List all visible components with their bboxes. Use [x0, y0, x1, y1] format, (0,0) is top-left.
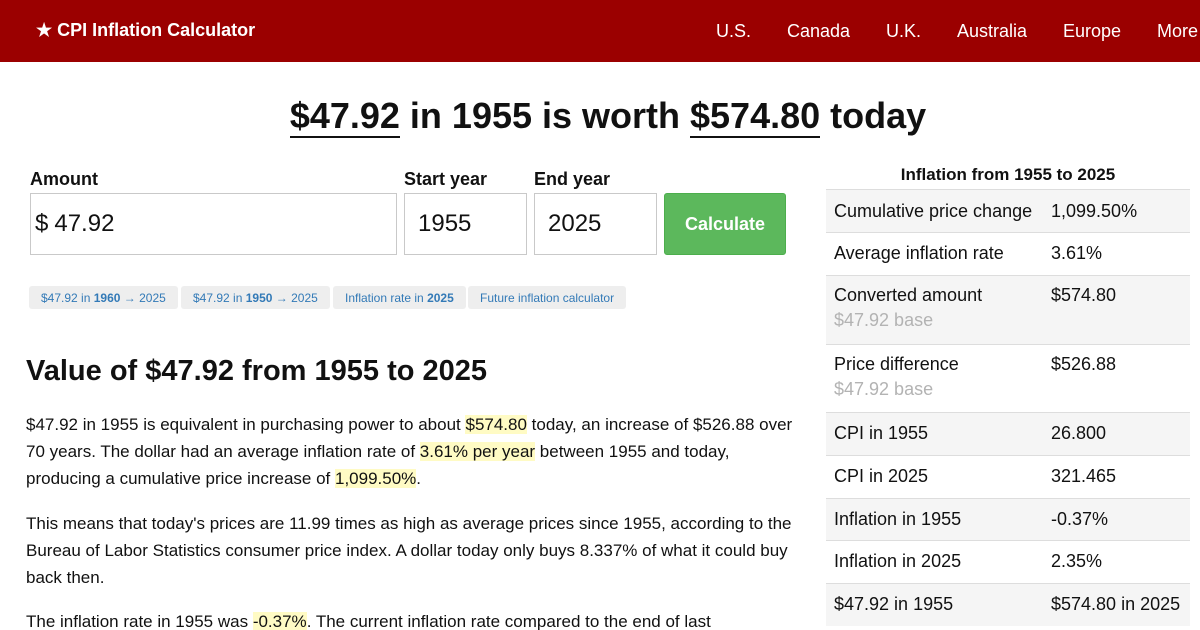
row-label-text: Converted amount [834, 285, 983, 305]
row-label: Price difference $47.92 base [826, 344, 1043, 413]
explanation-paragraph: This means that today's prices are 11.99… [26, 514, 792, 587]
chip-text-bold: 1960 [93, 291, 121, 305]
row-value: $526.88 [1043, 344, 1190, 413]
headline-result: $574.80 [690, 95, 821, 138]
chip-text-post: → 2025 [120, 291, 166, 305]
headline-middle-text: in 1955 is worth [399, 95, 691, 136]
highlight-converted-amount: $574.80 [465, 415, 527, 434]
table-row: Inflation in 2025 2.35% [826, 540, 1190, 584]
chip-text-pre: $47.92 in [193, 291, 246, 305]
row-sublabel: $47.92 base [834, 379, 934, 399]
calculate-button[interactable]: Calculate [664, 193, 786, 255]
end-year-input[interactable] [548, 210, 656, 238]
table-row: Price difference $47.92 base $526.88 [826, 344, 1190, 413]
summary-text: today, an increase of $526.88 over 70 ye… [26, 415, 793, 461]
row-label: CPI in 1955 [826, 412, 1043, 456]
chip-text-bold: 1950 [245, 291, 273, 305]
headline-amount: $47.92 [289, 95, 400, 138]
row-label: Average inflation rate [826, 232, 1043, 276]
summary-paragraph: $47.92 in 1955 is equivalent in purchasi… [26, 411, 796, 492]
start-year-field [404, 193, 527, 255]
nav-link-canada[interactable]: Canada [787, 21, 851, 41]
row-value: 26.800 [1043, 412, 1190, 456]
summary-text: between 1955 and today, producing a cumu… [26, 442, 730, 488]
nav-link-us[interactable]: U.S. [716, 21, 752, 41]
table-row: Cumulative price change 1,099.50% [826, 189, 1190, 233]
amount-field: $ [30, 193, 397, 255]
row-value: 3.61% [1043, 232, 1190, 276]
highlight-cumulative-change: 1,099.50% [335, 469, 417, 488]
nav-link-australia[interactable]: Australia [957, 21, 1028, 41]
row-sublabel: $47.92 base [834, 310, 934, 330]
table-row: $47.92 in 1955 $574.80 in 2025 [826, 583, 1190, 626]
rate-text: . The current inflation rate compared to… [306, 612, 711, 630]
row-value: 1,099.50% [1043, 189, 1190, 233]
page-headline: $47.92 in 1955 is worth $574.80 today [0, 95, 1200, 138]
start-year-input[interactable] [418, 210, 526, 238]
related-link-future-calculator[interactable]: Future inflation calculator [468, 286, 627, 309]
nav-link-uk[interactable]: U.K. [886, 21, 922, 41]
section-title: Value of $47.92 from 1955 to 2025 [26, 355, 488, 387]
sidebar-title: Inflation from 1955 to 2025 [900, 165, 1116, 184]
related-link-1960[interactable]: $47.92 in 1960 → 2025 [29, 286, 178, 309]
amount-label: Amount [30, 169, 98, 189]
row-label: Inflation in 1955 [826, 498, 1043, 541]
table-row: Average inflation rate 3.61% [826, 232, 1190, 276]
nav-link-europe[interactable]: Europe [1063, 21, 1122, 41]
chip-text-pre: Inflation rate in [345, 291, 428, 305]
related-link-1950[interactable]: $47.92 in 1950 → 2025 [181, 286, 330, 309]
table-row: Inflation in 1955 -0.37% [826, 498, 1190, 541]
row-label: CPI in 2025 [826, 455, 1043, 499]
row-label: Converted amount $47.92 base [826, 275, 1043, 345]
end-year-field [534, 193, 657, 255]
table-row: CPI in 2025 321.465 [826, 455, 1190, 499]
table-row: CPI in 1955 26.800 [826, 412, 1190, 456]
start-year-label: Start year [404, 169, 488, 189]
row-label: $47.92 in 1955 [826, 583, 1043, 626]
row-value: 2.35% [1043, 540, 1190, 584]
amount-input[interactable] [54, 210, 396, 238]
chip-text-bold: 2025 [427, 291, 454, 305]
chip-text-pre: $47.92 in [41, 291, 94, 305]
highlight-1955-rate: -0.37% [252, 612, 307, 630]
chip-text-pre: Future inflation calculator [480, 291, 615, 305]
end-year-label: End year [534, 169, 611, 189]
summary-text: $47.92 in 1955 is equivalent in purchasi… [26, 415, 466, 434]
row-value: 321.465 [1043, 455, 1190, 499]
summary-text: . [416, 469, 422, 488]
currency-symbol: $ [35, 210, 49, 237]
table-row: Converted amount $47.92 base $574.80 [826, 275, 1190, 345]
site-logo-link[interactable]: ★ CPI Inflation Calculator [36, 20, 256, 40]
inflation-summary-table: Cumulative price change 1,099.50% Averag… [826, 189, 1190, 626]
related-link-inflation-rate[interactable]: Inflation rate in 2025 [333, 286, 466, 309]
top-navigation-bar: ★ CPI Inflation Calculator U.S. Canada U… [0, 0, 1200, 62]
row-value: $574.80 in 2025 [1043, 583, 1190, 626]
highlight-average-rate: 3.61% per year [419, 442, 536, 461]
row-label-text: Price difference [834, 354, 959, 374]
row-label: Cumulative price change [826, 189, 1043, 233]
rate-text: The inflation rate in 1955 was [26, 612, 253, 630]
nav-link-more[interactable]: More [1157, 21, 1199, 41]
headline-tail-text: today [820, 95, 927, 136]
inflation-rate-paragraph: The inflation rate in 1955 was -0.37%. T… [26, 608, 796, 630]
row-label: Inflation in 2025 [826, 540, 1043, 584]
chip-text-post: → 2025 [272, 291, 318, 305]
row-value: $574.80 [1043, 275, 1190, 345]
row-value: -0.37% [1043, 498, 1190, 541]
